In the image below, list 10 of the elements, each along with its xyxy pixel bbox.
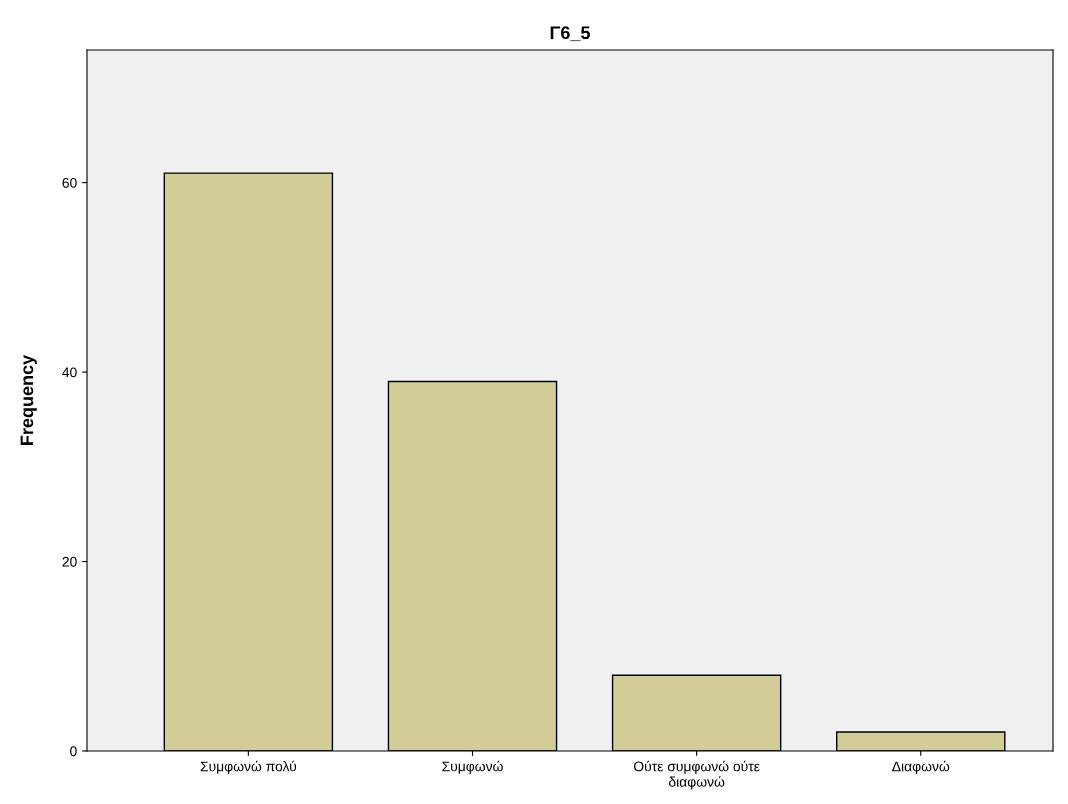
x-tick-label: Συμφωνώ — [442, 760, 503, 775]
y-tick-label: 20 — [62, 556, 77, 567]
x-tick-label: Ούτε συμφωνώ ούτε διαφωνώ — [633, 760, 760, 790]
y-tick-label: 60 — [62, 177, 77, 188]
x-tick-label: Συμφωνώ πολύ — [200, 760, 297, 775]
y-axis-title: Frequency — [20, 354, 37, 445]
chart-title: Γ6_5 — [550, 26, 590, 42]
y-tick-label: 0 — [70, 746, 77, 757]
y-tick-label: 40 — [62, 367, 77, 378]
x-tick-label: Διαφωνώ — [892, 760, 950, 775]
